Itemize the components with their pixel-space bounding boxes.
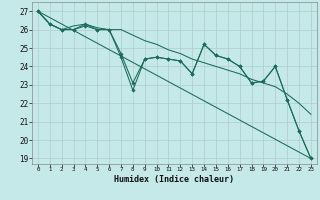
X-axis label: Humidex (Indice chaleur): Humidex (Indice chaleur): [115, 175, 234, 184]
